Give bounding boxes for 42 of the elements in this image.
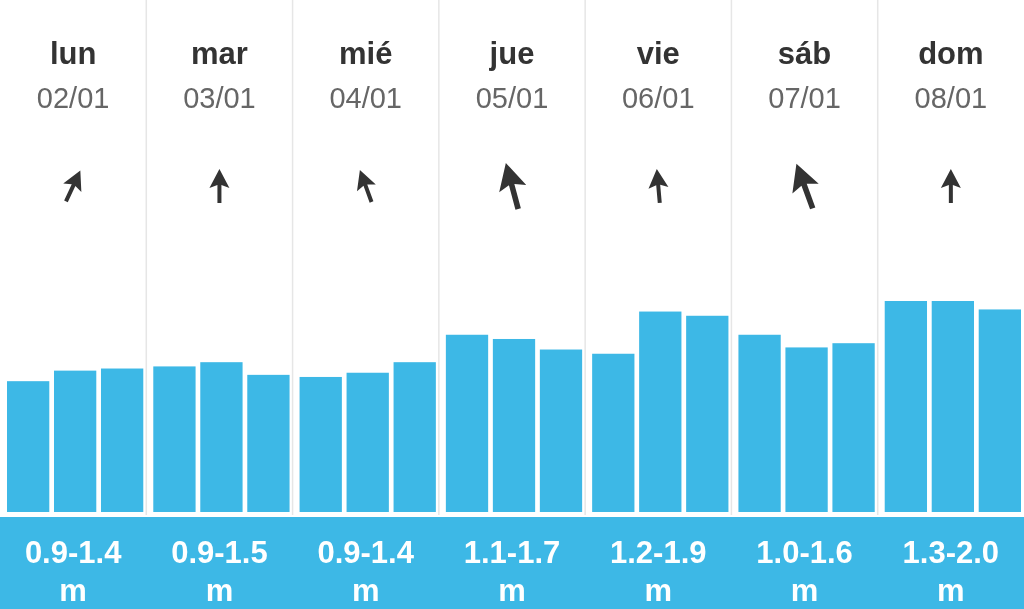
text: 05/01 [475,82,549,114]
bar [931,301,974,512]
x-tick-label: lun [49,36,97,71]
bar [200,362,243,512]
bar [592,353,635,512]
bar [299,376,342,512]
bar [100,368,144,512]
bar [539,349,583,512]
bar [492,338,536,512]
x-tick-label: jue [488,36,535,71]
bar [153,366,196,512]
bar [639,311,682,512]
x-tick-label: mié [339,36,393,71]
x-tick-label: mar [190,36,248,71]
text: 03/01 [183,82,256,114]
text: 0.9-1.5 m [171,535,268,608]
bar [738,334,781,512]
bar [393,362,436,512]
text: 1.2-1.9 m [610,535,707,608]
x-tick-label: vie [636,36,680,71]
bar [832,343,875,512]
text: 07/01 [768,82,841,114]
text: 1.3-2.0 m [902,535,1000,608]
bar [247,374,290,512]
bar [445,334,489,512]
bar [7,381,50,512]
text: 06/01 [622,82,695,114]
text: 0.9-1.4 m [24,535,123,608]
text: 04/01 [329,82,402,114]
text: 08/01 [914,82,988,114]
bar [785,347,828,512]
text: 0.9-1.4 m [317,535,415,608]
x-tick-label: dom [918,36,984,71]
bar [978,309,1021,512]
text: 1.0-1.6 m [756,535,853,608]
text: 02/01 [36,82,110,114]
text: 1.1-1.7 m [463,535,561,608]
bar [884,301,928,512]
bar [54,370,97,512]
bar [346,372,389,512]
bar [686,315,729,512]
x-tick-label: sáb [777,36,832,71]
